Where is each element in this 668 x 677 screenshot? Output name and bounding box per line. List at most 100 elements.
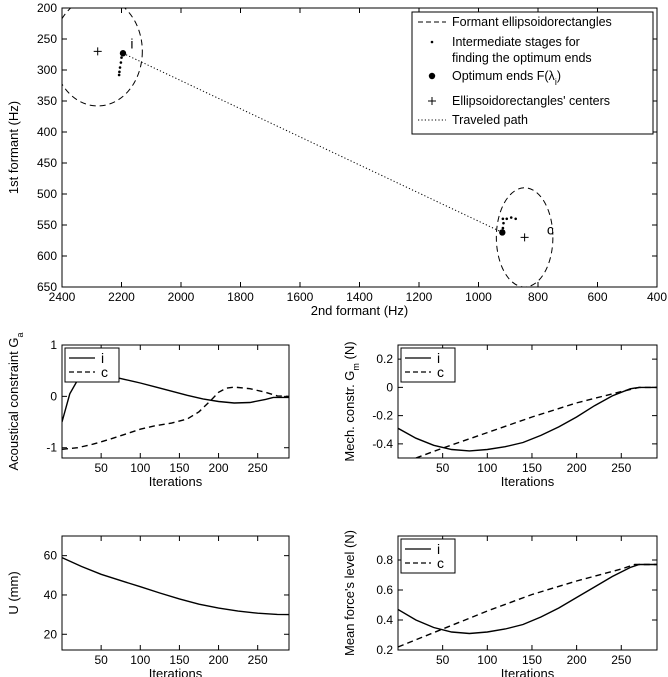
legend-text: Traveled path bbox=[452, 113, 528, 127]
x-tick-label: 250 bbox=[611, 653, 631, 667]
legend-swatch-circle bbox=[428, 72, 436, 80]
y-axis-label: U (mm) bbox=[6, 571, 21, 614]
y-tick-label: 400 bbox=[37, 125, 57, 139]
x-tick-label: 150 bbox=[522, 653, 542, 667]
y-tick-label: 0.6 bbox=[376, 583, 393, 597]
x-tick-label: 2400 bbox=[49, 290, 76, 304]
x-axis-label: Iterations bbox=[501, 474, 555, 489]
legend-label-i: i bbox=[437, 350, 440, 366]
x-tick-label: 250 bbox=[248, 461, 268, 475]
y-axis-label: Mean force's level (N) bbox=[342, 530, 357, 656]
y-tick-label: 450 bbox=[37, 156, 57, 170]
legend-entry-text: Intermediate stages for bbox=[452, 35, 580, 49]
x-tick-label: 100 bbox=[477, 653, 497, 667]
y-tick-label: 200 bbox=[37, 1, 57, 15]
x-axis-label: Iterations bbox=[501, 666, 555, 677]
x-axis-label: Iterations bbox=[149, 666, 203, 677]
plot-area bbox=[398, 386, 657, 458]
legend-box bbox=[400, 538, 456, 574]
formant-legend: Formant ellipsoidorectangles Intermediate… bbox=[411, 11, 654, 135]
x-tick-label: 1800 bbox=[227, 290, 254, 304]
x-tick-label: 50 bbox=[436, 461, 450, 475]
x-tick-label: 600 bbox=[587, 290, 607, 304]
formant-ellipse-i bbox=[62, 8, 143, 107]
legend-label-c: c bbox=[437, 364, 444, 380]
y-tick-label: 500 bbox=[37, 187, 57, 201]
y-axis-label-text: U (mm) bbox=[6, 571, 21, 614]
x-tick-label: 150 bbox=[522, 461, 542, 475]
intermediate-stage-point-i bbox=[117, 73, 121, 77]
y-axis-label-text: Mean force's level (N) bbox=[342, 530, 357, 656]
y-axis-label: Acoustical constraint Ga bbox=[6, 333, 25, 471]
iteration-chart-4: 50 100 150 200 250 0.2 0.4 0.6 0.8 Iterations Mean… bbox=[342, 530, 658, 677]
x-tick-label: 50 bbox=[94, 461, 108, 475]
plot-frame-3 bbox=[61, 535, 290, 651]
plot-area bbox=[62, 556, 289, 616]
x-tick-label: 400 bbox=[647, 290, 667, 304]
legend-label-c: c bbox=[101, 364, 108, 380]
ellipse-center-marker bbox=[520, 233, 529, 242]
intermediate-stage-point-i bbox=[118, 70, 121, 74]
y-tick-label: 0.8 bbox=[376, 553, 393, 567]
y-tick-label: 350 bbox=[37, 94, 57, 108]
x-tick-label: 1000 bbox=[465, 290, 492, 304]
legend-label-i: i bbox=[101, 350, 104, 366]
legend-text: Ellipsoidorectangles' centers bbox=[452, 94, 610, 108]
plot-frame-1 bbox=[61, 344, 290, 459]
series-line-i bbox=[398, 563, 657, 635]
optimum-end-marker bbox=[499, 229, 506, 236]
x-tick-label: 100 bbox=[130, 653, 150, 667]
legend-text: Formant ellipsoidorectangles bbox=[452, 15, 612, 29]
formant-chart: i c 2400 2200 2000 1800 1600 1400 1200 1000 800 600… bbox=[6, 1, 667, 318]
y-tick-label: -1 bbox=[46, 441, 57, 455]
series-line-c bbox=[62, 386, 289, 450]
legend-entry-text: Traveled path bbox=[452, 113, 528, 127]
intermediate-stage-point-c bbox=[514, 217, 517, 221]
iteration-chart-3: 50 100 150 200 250 20 40 60 Iterations U (mm) bbox=[6, 535, 290, 677]
x-tick-label: 150 bbox=[169, 653, 189, 667]
y-axis-label: Mech. constr. Gm (N) bbox=[342, 341, 361, 461]
y-axis-label-text: Acoustical constraint G bbox=[6, 338, 21, 471]
y-tick-label: 0.2 bbox=[376, 352, 393, 366]
y-axis-label: 1st formant (Hz) bbox=[6, 101, 21, 194]
y-tick-label: 0 bbox=[50, 389, 57, 403]
intermediate-stage-point-i bbox=[119, 61, 123, 64]
legend-entry-text-line2: finding the optimum ends bbox=[452, 51, 592, 65]
y-tick-label: -0.4 bbox=[372, 437, 393, 451]
x-tick-label: 150 bbox=[169, 461, 189, 475]
legend-box bbox=[400, 347, 456, 383]
intermediate-stage-point-c bbox=[502, 221, 505, 225]
x-tick-label: 200 bbox=[567, 653, 587, 667]
legend-label-c: c bbox=[437, 555, 444, 571]
y-tick-label: 1 bbox=[50, 338, 57, 352]
legend-2: ic bbox=[400, 347, 456, 383]
x-tick-label: 2000 bbox=[168, 290, 195, 304]
y-tick-label: 60 bbox=[44, 549, 58, 563]
legend-entry-text: Ellipsoidorectangles' centers bbox=[452, 94, 610, 108]
y-tick-label: 550 bbox=[37, 218, 57, 232]
y-tick-label: 40 bbox=[44, 588, 58, 602]
optimum-end-marker bbox=[119, 50, 127, 57]
legend-swatch-dot bbox=[430, 40, 434, 44]
x-tick-label: 800 bbox=[528, 290, 548, 304]
legend-4: ic bbox=[400, 538, 456, 574]
plot-frame-2 bbox=[397, 344, 658, 459]
intermediate-stage-point-c bbox=[501, 217, 505, 221]
intermediate-stage-point-i bbox=[118, 66, 122, 69]
y-axis-label-sub: m bbox=[351, 363, 361, 371]
x-tick-label: 50 bbox=[94, 653, 108, 667]
x-tick-label: 50 bbox=[436, 653, 450, 667]
ellipse-center-marker bbox=[93, 47, 102, 56]
y-tick-label: 0 bbox=[386, 380, 393, 394]
y-tick-label: 0.2 bbox=[376, 643, 393, 657]
plot-area bbox=[398, 563, 657, 648]
series-line-c bbox=[415, 386, 657, 458]
x-tick-label: 1600 bbox=[287, 290, 314, 304]
legend-text-sub: i bbox=[555, 77, 557, 87]
legend-1: ic bbox=[64, 347, 120, 383]
y-tick-label: -0.2 bbox=[372, 409, 393, 423]
x-tick-label: 1200 bbox=[406, 290, 433, 304]
x-tick-label: 100 bbox=[477, 461, 497, 475]
y-axis-label-text: 1st formant (Hz) bbox=[6, 101, 21, 194]
